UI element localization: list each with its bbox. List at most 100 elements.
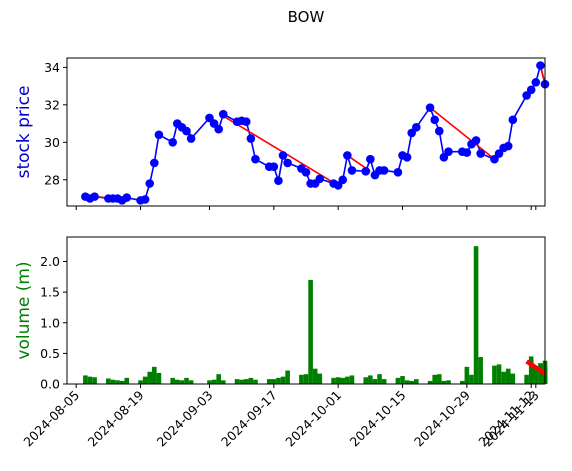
volume-bar (243, 379, 249, 384)
volume-bar (276, 377, 281, 384)
price-point (338, 175, 348, 185)
volume-bar (404, 380, 410, 384)
price-point (274, 176, 283, 186)
volume-bar (266, 379, 272, 384)
volume-bar (184, 377, 189, 384)
volume-bar (312, 368, 318, 384)
volume-bar (496, 364, 502, 384)
volume-bar (285, 370, 290, 384)
volume-bar (303, 374, 309, 384)
volume-bar (299, 374, 304, 384)
price-point (301, 167, 311, 177)
volume-bar (106, 378, 111, 384)
volume-trend-line (525, 359, 547, 376)
volume-x-tick-label: 2024-10-15 (347, 388, 409, 450)
volume-bar (87, 376, 93, 384)
volume-bar (492, 365, 497, 384)
volume-bar (349, 375, 355, 384)
volume-bar (188, 380, 194, 384)
volume-bar (179, 380, 185, 384)
volume-bar (441, 380, 447, 384)
price-point (434, 126, 444, 136)
volume-bar (152, 366, 157, 384)
volume-bar (395, 377, 401, 384)
volume-bar (505, 368, 511, 384)
volume-bar (170, 377, 176, 384)
volume-bar (138, 380, 143, 384)
price-y-tick-label: 28 (44, 172, 60, 187)
price-point (526, 85, 536, 95)
volume-x-ticks: 2024-08-05 2024-08-19 2024-09-03 2024-09-17… (20, 384, 542, 449)
price-points (81, 61, 550, 205)
price-y-tick-label: 32 (44, 97, 60, 112)
price-y-ticks: 28 30 32 34 (44, 60, 67, 187)
volume-bar (377, 374, 382, 384)
volume-bar (464, 366, 470, 384)
volume-bar (317, 373, 323, 384)
volume-x-tick-label: 2024-08-19 (85, 387, 147, 449)
price-point (90, 192, 99, 201)
price-point (186, 134, 196, 143)
volume-bar (175, 379, 180, 384)
volume-bar (92, 377, 97, 384)
volume-bar (331, 377, 336, 384)
volume-bar (124, 377, 130, 384)
price-point (269, 162, 279, 171)
volume-bar (432, 374, 437, 384)
price-trend-line (222, 115, 339, 187)
volume-bar (253, 379, 258, 384)
price-point (425, 103, 435, 112)
price-point (315, 174, 325, 184)
price-point (379, 166, 389, 175)
price-y-tick-label: 34 (44, 60, 60, 75)
volume-bar (459, 380, 465, 384)
volume-bar (372, 379, 378, 384)
volume-x-tick-label: 2024-08-05 (20, 388, 82, 450)
volume-bar (147, 371, 153, 384)
volume-bar (381, 379, 387, 384)
volume-bar (473, 246, 479, 384)
volume-bar (211, 379, 217, 384)
volume-bar (335, 377, 341, 384)
price-point (278, 151, 288, 160)
price-point (402, 152, 412, 162)
volume-bar (478, 357, 483, 384)
volume-bar (368, 375, 373, 384)
volume-y-tick-label: 0.5 (40, 346, 60, 361)
volume-bar (400, 376, 405, 384)
volume-bar (83, 375, 88, 384)
price-point (393, 167, 403, 177)
volume-bar (409, 380, 415, 384)
volume-bar (414, 379, 419, 384)
price-point (361, 167, 371, 176)
volume-bar (436, 374, 442, 384)
volume-bar (340, 377, 346, 384)
price-point (283, 158, 292, 168)
price-point (366, 154, 375, 164)
volume-trend-lines (525, 359, 547, 376)
volume-bar (142, 376, 148, 384)
volume-bar (533, 366, 539, 384)
volume-axes-frame (66, 236, 546, 385)
price-point (140, 195, 150, 204)
volume-bar (248, 377, 254, 384)
volume-bar (538, 363, 543, 384)
volume-bar (220, 380, 226, 384)
volume-bar (216, 374, 221, 384)
volume-bar (427, 380, 433, 384)
volume-bars (83, 246, 548, 384)
price-point (246, 134, 256, 143)
price-point (531, 78, 541, 87)
volume-bar (501, 371, 506, 384)
price-axis-label: stock price (14, 86, 34, 179)
volume-bar (280, 376, 286, 384)
price-point (343, 151, 352, 160)
volume-bar (524, 374, 529, 384)
price-point (347, 166, 357, 175)
volume-y-tick-label: 1.0 (40, 315, 60, 330)
price-point (168, 138, 178, 147)
price-point (462, 148, 472, 157)
price-panel: stock price 28 30 32 34 (14, 57, 550, 210)
volume-bar (234, 379, 240, 384)
